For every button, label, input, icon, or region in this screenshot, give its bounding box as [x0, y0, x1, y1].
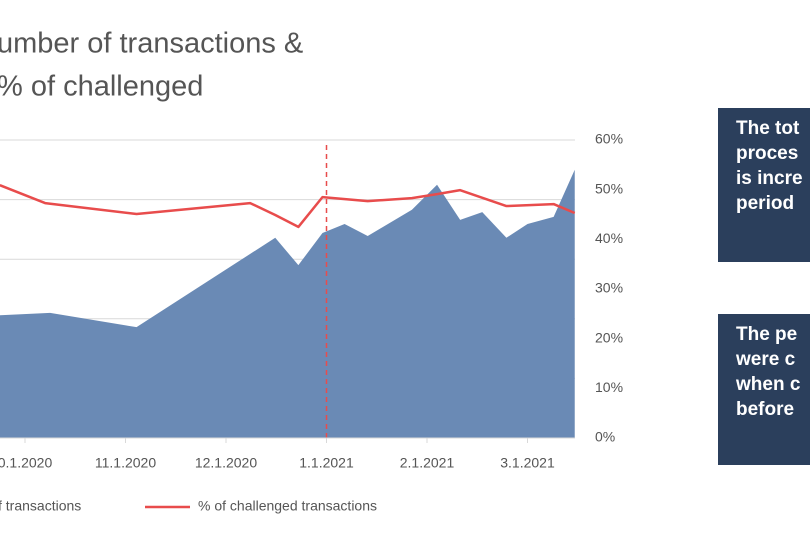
y2-tick-label: 60% [595, 131, 623, 147]
area [0, 169, 575, 438]
y2-tick-label: 20% [595, 329, 623, 345]
box-text: when c [736, 374, 801, 395]
y2-tick-label: 50% [595, 180, 623, 196]
chart-title: % of challenged [0, 71, 203, 103]
y2-tick-label: 30% [595, 280, 623, 296]
box-text: were c [736, 349, 796, 370]
legend-label: % of challenged transactions [198, 498, 377, 514]
x-tick-label: 11.1.2020 [95, 455, 156, 471]
x-tick-label: 0.1.2020 [0, 455, 52, 471]
insight-box: The pe were c when c before [718, 314, 810, 465]
line [0, 184, 576, 229]
x-tick-label: 12.1.2020 [195, 455, 257, 471]
x-tick-label: 1.1.2021 [299, 455, 354, 471]
x-tick-label: 3.1.2021 [500, 455, 555, 471]
box-text: The tot [736, 118, 800, 139]
box-text: before [736, 399, 795, 420]
y2-tick-label: 10% [595, 379, 623, 395]
box-text: proces [736, 143, 799, 164]
insight-box: The tot proces is incre period [718, 108, 810, 262]
box-text: is incre [736, 168, 803, 189]
x-tick-label: 2.1.2021 [400, 455, 455, 471]
chart-title: umber of transactions & [0, 28, 303, 60]
legend-label: f transactions [0, 498, 81, 514]
y2-tick-label: 0% [595, 429, 615, 445]
box-text: The pe [736, 324, 798, 345]
box-text: period [736, 193, 795, 214]
y2-tick-label: 40% [595, 230, 623, 246]
